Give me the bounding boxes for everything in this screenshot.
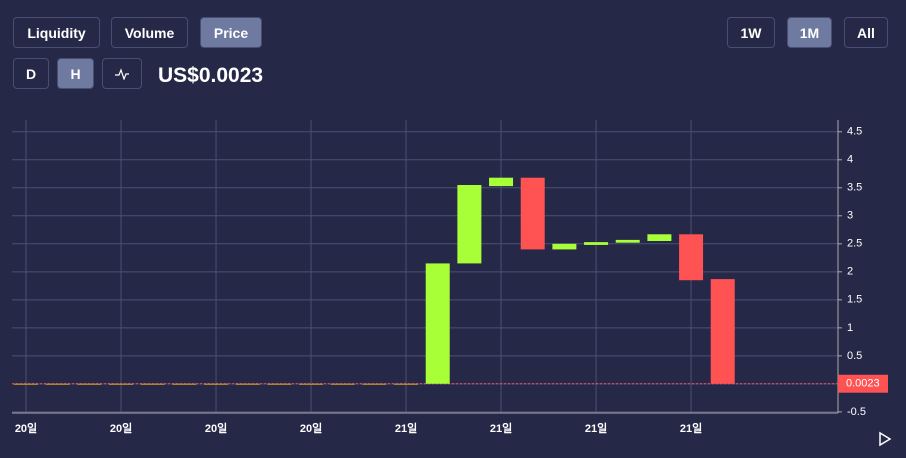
line-toggle-button[interactable] [102,58,142,89]
last-price-badge [838,374,888,393]
y-tick-label: -0.5 [847,406,866,418]
toggle-button[interactable]: Volume [111,17,188,48]
candle-body [14,383,38,385]
y-tick-label: 1.5 [847,294,862,306]
play-button[interactable] [879,431,892,447]
candle-body [109,383,134,385]
candle-body [425,263,450,384]
x-tick-label: 20일 [15,421,37,435]
toggle-button[interactable]: Price [200,17,262,48]
candle-body [172,383,197,385]
toggle-button[interactable]: D [13,58,49,89]
candle-body [299,383,324,385]
last-price-label: 0.0023 [846,378,880,390]
candle-body [140,383,165,385]
y-tick-label: 4.5 [847,126,862,138]
x-tick-label: 20일 [300,421,322,435]
y-tick-label: 3.5 [847,182,862,194]
y-tick-label: 2 [847,266,853,278]
candle-body [330,383,355,385]
x-tick-label: 20일 [205,421,227,435]
y-tick-label: 3 [847,210,853,222]
candle-body [394,383,419,385]
candle-body [45,383,70,385]
x-tick-label: 21일 [490,421,512,435]
candle-body [77,383,102,385]
toggle-button[interactable]: All [844,17,888,48]
x-tick-label: 20일 [110,421,132,435]
candle-body [552,243,577,250]
x-tick-label: 21일 [680,421,702,435]
y-tick-label: 0.5 [847,350,862,362]
toggle-button[interactable]: 1W [727,17,775,48]
toggle-button[interactable]: H [57,58,94,89]
candle-body [235,383,260,385]
x-tick-label: 21일 [395,421,417,435]
price-display: US$0.0023 [158,64,264,87]
y-tick-label: 2.5 [847,238,862,250]
toggle-button[interactable]: 1M [787,17,832,48]
candle-body [267,383,292,385]
line-icon [115,67,129,80]
candle-body [679,234,704,281]
candle-body [362,383,387,385]
candle-body [520,177,545,250]
candle-body [489,177,514,187]
candle-body [457,184,482,264]
toggle-button[interactable]: Liquidity [13,17,100,48]
y-tick-label: 4 [847,154,853,166]
y-tick-label: 1 [847,322,853,334]
candle-body [710,279,735,384]
candle-body [584,242,609,245]
x-tick-label: 21일 [585,421,607,435]
candle-body [615,239,640,243]
candle-body [204,383,229,385]
candle-body [647,234,672,242]
